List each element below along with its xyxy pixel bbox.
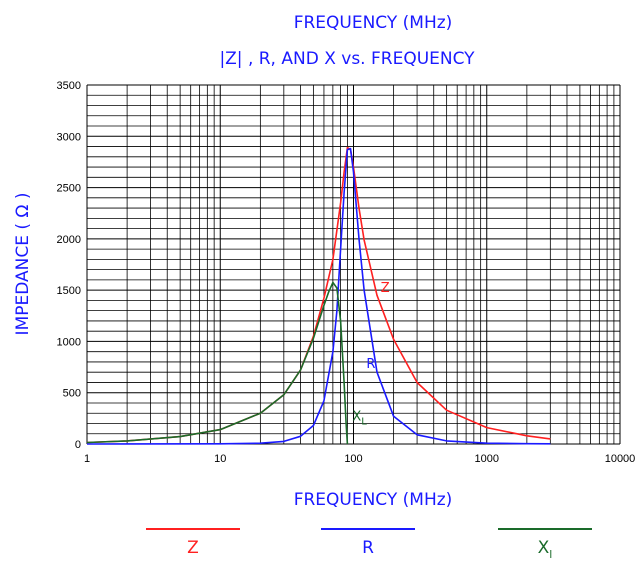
y-tick-label: 3500 <box>57 80 81 92</box>
y-tick-label: 500 <box>63 388 81 400</box>
x-tick-label: 10 <box>214 453 226 465</box>
y-tick-label: 1500 <box>57 285 81 297</box>
y-tick-label: 0 <box>75 439 81 451</box>
series-x-line <box>86 281 349 445</box>
curve-label-z: Z <box>381 281 390 296</box>
curve-labels: Z R XL <box>352 281 389 427</box>
legend-label-z: Z <box>187 538 199 558</box>
legend-label-x: Xl <box>538 538 553 561</box>
series-r-line <box>86 147 551 445</box>
curve-label-r: R <box>366 357 375 372</box>
legend-label-r: R <box>362 538 374 558</box>
y-tick-label: 2500 <box>57 183 81 195</box>
curve-label-x: XL <box>352 409 367 427</box>
chart-subtitle: |Z| , R, AND X vs. FREQUENCY <box>219 49 475 69</box>
legend: Z R Xl <box>146 528 592 561</box>
y-axis-label: IMPEDANCE ( Ω ) <box>13 193 33 336</box>
y-tick-label: 3000 <box>57 131 81 143</box>
y-tick-label: 1000 <box>57 336 81 348</box>
axis-ticks: 1 10 100 1000 10000 0 500 1000 1500 2000 2500 3000 3… <box>57 80 636 465</box>
top-title: FREQUENCY (MHz) <box>294 13 453 33</box>
series-lines <box>86 146 551 445</box>
x-tick-label: 1 <box>84 453 90 465</box>
x-tick-label: 10000 <box>605 453 636 465</box>
plot-grid <box>86 84 621 445</box>
x-tick-label: 1000 <box>475 453 499 465</box>
x-tick-label: 100 <box>344 453 362 465</box>
y-tick-label: 2000 <box>57 234 81 246</box>
x-axis-label: FREQUENCY (MHz) <box>294 490 453 510</box>
